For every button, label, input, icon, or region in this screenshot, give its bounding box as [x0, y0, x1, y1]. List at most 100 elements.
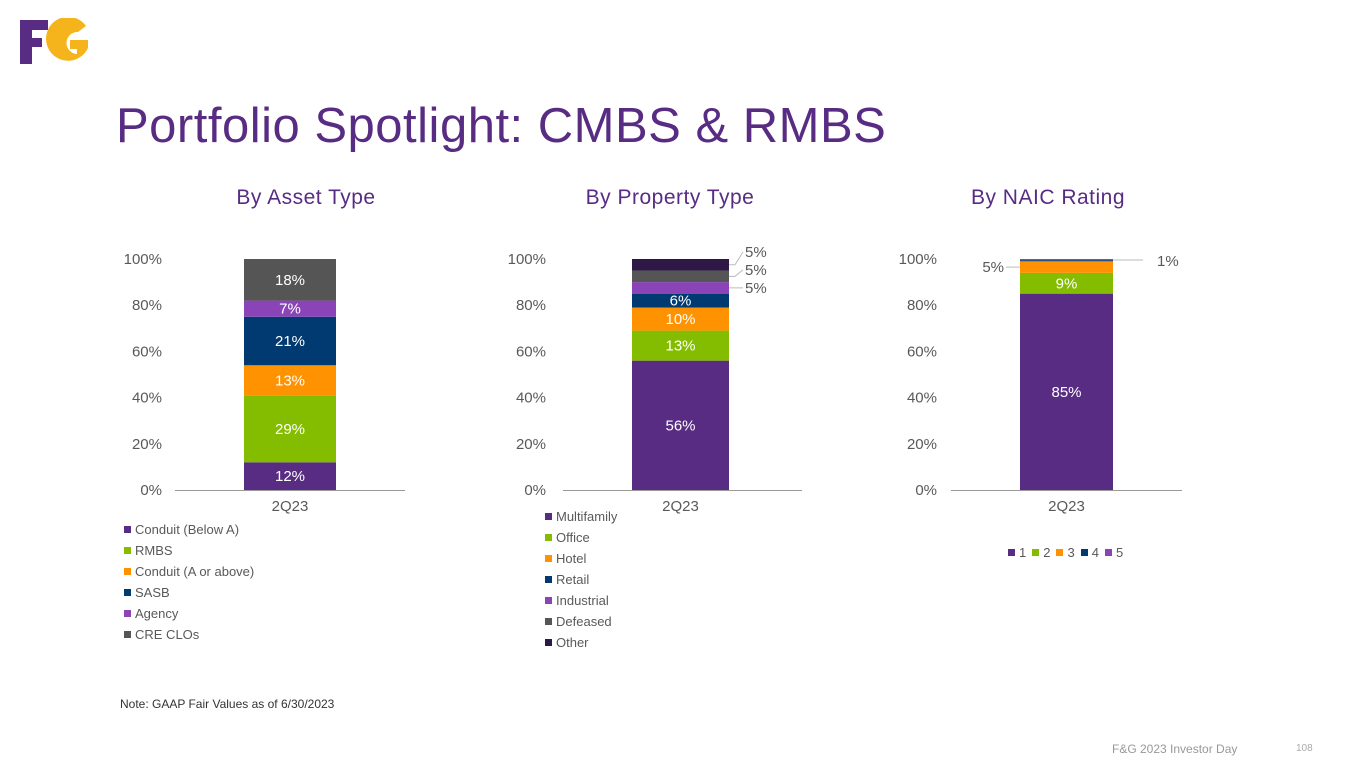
legend-swatch [545, 576, 552, 583]
data-label: 13% [275, 372, 305, 389]
data-label: 56% [665, 417, 695, 434]
data-label: 13% [665, 338, 695, 355]
legend-label: 5 [1115, 545, 1124, 560]
bar-segment-retail [632, 293, 729, 308]
legend-asset-type: Conduit (Below A) RMBS Conduit (A or above… [124, 519, 254, 645]
data-label-leader-line [729, 251, 744, 266]
legend-swatch [545, 639, 552, 646]
y-tick-label: 20% [132, 436, 162, 453]
legend-swatch [545, 555, 552, 562]
legend-item: Other [545, 632, 617, 653]
data-label: 10% [665, 311, 695, 328]
legend-label: Conduit (A or above) [135, 564, 255, 579]
legend-label: Hotel [556, 551, 587, 566]
x-tick-label: 2Q23 [1048, 498, 1085, 515]
data-label: 18% [275, 272, 305, 289]
legend-item: 2 [1032, 542, 1050, 563]
data-label: 29% [275, 421, 305, 438]
legend-swatch [124, 568, 131, 575]
bar-segment-defeased [632, 270, 729, 283]
data-label: 12% [275, 468, 305, 485]
bar-segment-1 [1020, 293, 1113, 490]
bar-segment-conduit-a-or-above- [244, 365, 336, 396]
legend-swatch [1104, 549, 1112, 556]
legend-label: 3 [1067, 545, 1075, 560]
bar-segment-office [632, 330, 729, 361]
legend-item: CRE CLOs [124, 624, 254, 645]
y-tick-label: 100% [124, 251, 162, 268]
bar-segment-other [632, 259, 729, 271]
y-tick-label: 40% [132, 390, 162, 407]
chart-title-asset-type: By Asset Type [236, 186, 376, 209]
bar-segment-industrial [632, 282, 729, 294]
bar-segment-2 [1020, 272, 1113, 294]
legend-item: Hotel [545, 548, 617, 569]
legend-label: SASB [135, 585, 170, 600]
legend-item: 3 [1056, 542, 1075, 563]
legend-item: Defeased [545, 611, 617, 632]
legend-swatch [124, 547, 131, 554]
page-number: 108 [1296, 743, 1313, 754]
legend-swatch [124, 526, 131, 533]
legend-item: Agency [124, 603, 254, 624]
legend-label: 1 [1019, 545, 1027, 560]
legend-swatch [1032, 549, 1040, 556]
y-tick-label: 80% [132, 297, 162, 314]
footnote: Note: GAAP Fair Values as of 6/30/2023 [120, 697, 335, 711]
y-tick-label: 0% [140, 482, 162, 499]
fg-logo [20, 16, 90, 66]
legend-swatch [124, 589, 131, 596]
data-label: 21% [275, 333, 305, 350]
y-tick-label: 40% [516, 390, 546, 407]
legend-label: RMBS [135, 543, 173, 558]
data-label: 5% [745, 244, 767, 261]
legend-label: Agency [135, 606, 179, 621]
bar-segment-multifamily [632, 360, 729, 490]
y-tick-label: 60% [907, 343, 937, 360]
legend-swatch [1056, 549, 1064, 556]
bar-segment-4 [1020, 260, 1113, 262]
legend-item: 1 [1008, 542, 1026, 563]
bar-segment-hotel [632, 307, 729, 331]
y-tick-label: 60% [516, 343, 546, 360]
legend-swatch [545, 618, 552, 625]
legend-swatch [124, 610, 131, 617]
data-label-leader-line [729, 269, 744, 277]
legend-label: Retail [556, 572, 590, 587]
y-tick-label: 60% [132, 343, 162, 360]
legend-naic-rating: 1 2 3 4 5 [1008, 542, 1123, 563]
chart-title-naic-rating: By NAIC Rating [970, 186, 1126, 209]
bar-segment-agency [244, 300, 336, 317]
legend-label: CRE CLOs [135, 627, 200, 642]
legend-swatch [545, 597, 552, 604]
y-tick-label: 40% [907, 390, 937, 407]
legend-swatch [1008, 549, 1015, 556]
page-title: Portfolio Spotlight: CMBS & RMBS [116, 99, 887, 153]
legend-item: 4 [1080, 542, 1099, 563]
data-label: 7% [279, 301, 301, 318]
data-label: 6% [670, 293, 692, 310]
legend-swatch [124, 631, 131, 638]
legend-label: Defeased [556, 614, 612, 629]
legend-label: 2 [1043, 545, 1051, 560]
legend-item: Industrial [545, 590, 617, 611]
y-tick-label: 0% [915, 482, 937, 499]
legend-label: Other [556, 635, 589, 650]
legend-item: RMBS [124, 540, 254, 561]
legend-label: Industrial [556, 593, 609, 608]
data-label: 5% [745, 262, 767, 279]
y-tick-label: 80% [907, 297, 937, 314]
legend-swatch [545, 513, 552, 520]
bar-segment-cre-clos [244, 259, 336, 301]
legend-swatch [545, 534, 552, 541]
legend-label: Office [556, 530, 590, 545]
legend-item: SASB [124, 582, 254, 603]
y-tick-label: 80% [516, 297, 546, 314]
data-label: 9% [1056, 275, 1078, 292]
legend-item: 5 [1104, 542, 1124, 563]
legend-item: Conduit (Below A) [124, 519, 254, 540]
y-tick-label: 20% [907, 436, 937, 453]
bar-segment-3 [1020, 261, 1113, 273]
chart-title-property-type: By Property Type [585, 186, 755, 209]
